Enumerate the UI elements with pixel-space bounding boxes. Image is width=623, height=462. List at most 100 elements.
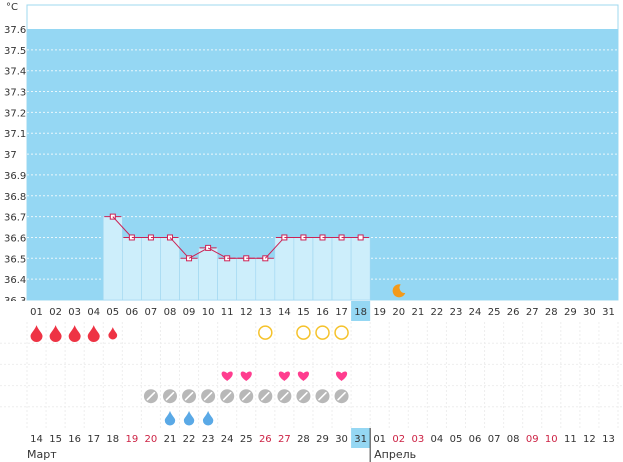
date-label: 13	[602, 434, 615, 445]
cycle-day-label: 25	[488, 307, 501, 318]
date-label: 26	[259, 434, 272, 445]
cycle-day-label: 17	[335, 307, 348, 318]
month-label: Апрель	[374, 448, 416, 461]
cycle-day-label: 13	[259, 307, 272, 318]
cycle-day-label: 19	[373, 307, 386, 318]
cycle-day-label: 31	[602, 307, 615, 318]
y-tick-label: 36.9	[4, 171, 26, 182]
y-tick-label: 36.7	[4, 213, 26, 224]
cycle-day-label: 23	[450, 307, 463, 318]
temperature-bar	[198, 247, 218, 301]
cycle-day-label: 22	[431, 307, 444, 318]
day-row	[0, 301, 623, 321]
circle-icon	[334, 325, 349, 340]
date-label: 19	[125, 434, 138, 445]
pill-stroke	[203, 391, 213, 401]
today-date-highlight	[351, 428, 371, 448]
pill-stroke	[299, 391, 308, 401]
pill-stroke	[241, 391, 251, 401]
y-tick-label: 36.4	[4, 275, 26, 286]
cycle-day-label: 20	[392, 307, 405, 318]
marker-grid	[0, 322, 623, 428]
menstruation-light-icon	[108, 327, 118, 340]
circle-icon	[315, 325, 330, 340]
cycle-day-label: 21	[411, 307, 424, 318]
temperature-bar	[102, 216, 123, 301]
cycle-day-label: 18	[354, 307, 367, 318]
date-label: 15	[49, 434, 62, 445]
y-tick-label: 37.4	[4, 67, 26, 78]
date-label: 10	[545, 434, 558, 445]
temperature-bar	[331, 237, 352, 301]
moon-icon	[392, 284, 406, 298]
cycle-day-label: 09	[183, 307, 196, 318]
cycle-day-label: 03	[68, 307, 81, 318]
pill-stroke	[146, 391, 156, 401]
date-label: 17	[87, 434, 100, 445]
pill-stroke	[337, 391, 346, 401]
temperature-bar	[122, 237, 142, 301]
temperature-bar	[274, 237, 295, 301]
cycle-day-label: 14	[278, 307, 291, 318]
cycle-day-label: 10	[202, 307, 215, 318]
menstruation-drop-icon	[87, 325, 100, 342]
y-tick-label: 37.3	[4, 88, 26, 99]
cycle-day-label: 24	[469, 307, 482, 318]
cycle-day-label: 15	[297, 307, 310, 318]
date-label: 25	[240, 434, 253, 445]
temperature-bar	[236, 258, 257, 301]
date-label: 31	[354, 434, 367, 445]
cycle-day-label: 02	[49, 307, 62, 318]
cycle-day-label: 30	[583, 307, 596, 318]
cycle-day-label: 06	[125, 307, 138, 318]
y-tick-label: 36.5	[4, 254, 26, 265]
date-label: 21	[164, 434, 177, 445]
temperature-point	[357, 234, 364, 241]
date-label: 07	[488, 434, 501, 445]
pill-stroke	[184, 391, 194, 401]
cycle-day-label: 12	[240, 307, 253, 318]
cycle-day-label: 05	[106, 307, 119, 318]
temperature-bar	[217, 258, 238, 301]
heart-icon	[335, 371, 348, 381]
temperature-bar	[179, 258, 199, 301]
temperature-connector	[169, 237, 190, 259]
water-drop-icon	[164, 410, 176, 426]
date-label: 23	[202, 434, 215, 445]
date-label: 20	[145, 434, 158, 445]
temperature-connector	[188, 247, 209, 259]
cycle-day-label: 28	[545, 307, 558, 318]
pill-stroke	[280, 391, 289, 401]
temperature-bar	[312, 237, 333, 301]
heart-icon	[297, 371, 310, 381]
date-label: 30	[335, 434, 348, 445]
heart-icon	[221, 371, 233, 381]
cycle-day-label: 11	[221, 307, 234, 318]
circle-icon	[296, 325, 311, 340]
date-label: 05	[450, 434, 463, 445]
heart-icon	[278, 371, 290, 381]
temperature-bar	[350, 237, 371, 301]
y-tick-label: 36.6	[4, 233, 26, 244]
current-day-highlight	[351, 301, 371, 321]
y-tick-label: 37.1	[4, 129, 26, 140]
circle-icon	[258, 325, 273, 340]
date-label: 12	[583, 434, 596, 445]
date-label: 28	[297, 434, 310, 445]
y-tick-label: 37.2	[4, 108, 26, 119]
cycle-day-label: 16	[316, 307, 329, 318]
date-label: 08	[507, 434, 520, 445]
temperature-bar	[255, 258, 276, 301]
cycle-day-label: 27	[526, 307, 539, 318]
pill-stroke	[222, 391, 232, 401]
date-label: 11	[564, 434, 577, 445]
y-tick-label: 37	[4, 150, 17, 161]
date-label: 09	[526, 434, 539, 445]
cycle-day-label: 01	[30, 307, 43, 318]
date-label: 24	[221, 434, 234, 445]
y-tick-label: 37.5	[4, 46, 26, 57]
cycle-day-label: 29	[564, 307, 577, 318]
date-label: 06	[469, 434, 482, 445]
date-label: 27	[278, 434, 291, 445]
